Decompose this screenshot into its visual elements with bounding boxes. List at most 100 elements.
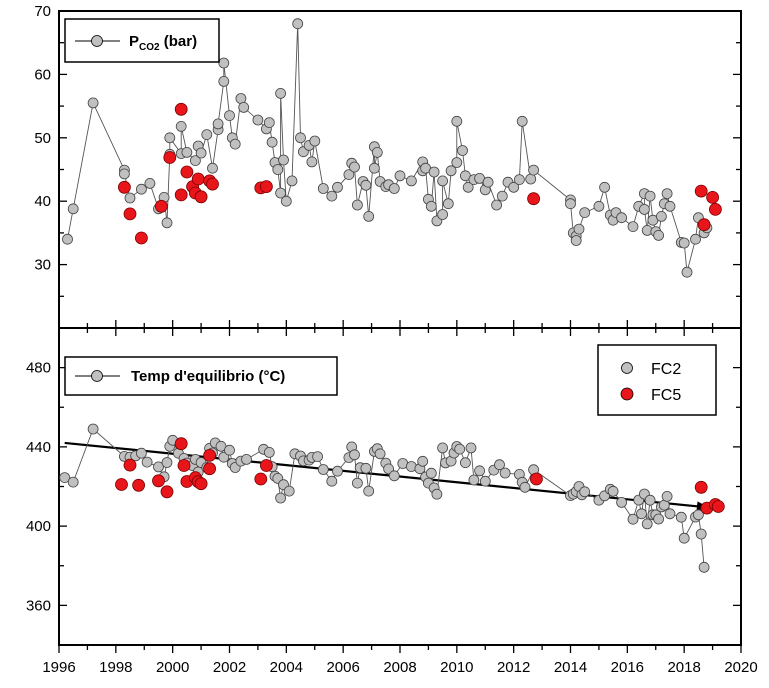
bottom-fc2-point bbox=[161, 457, 173, 468]
bottom-fc2-point bbox=[437, 442, 449, 454]
bottom-fc2-point bbox=[241, 453, 252, 465]
bottom-fc2-point bbox=[67, 476, 79, 488]
bottom-legend: Temp d'equilibrio (°C) bbox=[64, 356, 338, 396]
top-fc5-point bbox=[134, 231, 148, 245]
top-fc2-point bbox=[428, 166, 440, 178]
x-tick-label: 2002 bbox=[213, 659, 246, 676]
bottom-fc5-point bbox=[123, 458, 137, 472]
x-tick-label: 2020 bbox=[724, 659, 757, 676]
bottom-fc5-point bbox=[254, 472, 268, 486]
top-fc2-point bbox=[371, 146, 383, 158]
bottom-fc2-point bbox=[431, 488, 443, 500]
top-fc2-point bbox=[195, 147, 207, 159]
top-fc5-point bbox=[191, 172, 205, 186]
top-fc2-point bbox=[349, 161, 360, 173]
top-fc2-point bbox=[616, 212, 627, 224]
top-fc2-point bbox=[653, 229, 664, 241]
bottom-fc2-point bbox=[351, 477, 363, 489]
top-fc2-point bbox=[508, 181, 520, 193]
bottom-fc2-point bbox=[459, 457, 471, 469]
bottom-fc2-point bbox=[695, 528, 707, 540]
top-fc2-point bbox=[278, 154, 289, 166]
bottom-fc2-point bbox=[664, 508, 676, 520]
top-fc2-point bbox=[388, 183, 400, 194]
top-fc2-point bbox=[87, 97, 99, 109]
top-fc2-point bbox=[482, 176, 494, 188]
bottom-fc2-point bbox=[383, 463, 395, 475]
bottom-y-tick-label: 440 bbox=[26, 439, 51, 456]
top-fc2-point bbox=[599, 181, 610, 193]
top-fc2-point bbox=[266, 136, 278, 148]
top-fc2-point bbox=[525, 173, 537, 185]
top-fc2-point bbox=[235, 93, 247, 104]
bottom-fc5-point bbox=[174, 437, 188, 451]
bottom-fc2-point bbox=[283, 485, 295, 497]
x-tick-label: 2008 bbox=[383, 659, 416, 676]
bottom-fc2-point bbox=[59, 472, 71, 484]
series-legend-marker-fc5 bbox=[620, 387, 634, 401]
top-fc2-point bbox=[238, 102, 250, 113]
bottom-fc2-point bbox=[363, 485, 375, 497]
top-fc2-point bbox=[425, 200, 437, 212]
bottom-fc2-point bbox=[141, 456, 153, 468]
top-fc2-point bbox=[405, 175, 417, 187]
top-fc2-point bbox=[593, 200, 605, 212]
top-fc2-point bbox=[218, 76, 230, 87]
top-fc2-point bbox=[442, 198, 454, 210]
top-fc2-point bbox=[351, 199, 363, 211]
top-fc2-point bbox=[309, 135, 321, 147]
top-fc2-point bbox=[514, 174, 525, 186]
bottom-fc2-point bbox=[675, 511, 687, 523]
top-fc5-point bbox=[697, 218, 711, 232]
top-fc2-point bbox=[229, 138, 241, 150]
top-fc2-point bbox=[437, 209, 449, 220]
bottom-fc2-point bbox=[218, 451, 230, 463]
top-legend: PCO2 (bar) bbox=[64, 18, 220, 63]
bottom-fc2-point bbox=[454, 443, 466, 455]
bottom-fc5-point bbox=[177, 459, 191, 472]
top-fc5-point bbox=[709, 202, 722, 216]
top-fc5-point bbox=[206, 177, 219, 191]
top-fc2-point bbox=[181, 146, 193, 158]
top-y-tick-label: 50 bbox=[34, 130, 51, 147]
top-fc2-point bbox=[119, 168, 130, 180]
bottom-fc2-point bbox=[579, 486, 591, 498]
bottom-fc2-point bbox=[317, 464, 329, 475]
x-tick-label: 2014 bbox=[554, 659, 587, 676]
top-fc5-point bbox=[259, 180, 273, 194]
bottom-fc2-point bbox=[641, 518, 653, 530]
bottom-fc5-point bbox=[132, 478, 146, 492]
top-fc2-point bbox=[332, 181, 343, 193]
top-fc2-point bbox=[275, 187, 287, 199]
bottom-fc2-point bbox=[263, 446, 275, 458]
top-fc2-point bbox=[201, 129, 213, 141]
bottom-fc5-point bbox=[259, 459, 273, 472]
bottom-legend-marker bbox=[91, 370, 103, 382]
bottom-fc2-point bbox=[499, 467, 511, 479]
top-fc2-point bbox=[62, 233, 73, 245]
bottom-fc2-point bbox=[388, 470, 400, 482]
top-fc2-point bbox=[462, 181, 474, 193]
bottom-fc2-point bbox=[275, 492, 287, 504]
bottom-fc2-point bbox=[87, 423, 99, 435]
top-fc2-point bbox=[317, 183, 329, 194]
x-tick-label: 1998 bbox=[99, 659, 132, 676]
bottom-fc5-point bbox=[160, 485, 174, 499]
top-fc2-point bbox=[451, 157, 463, 168]
top-fc2-point bbox=[207, 162, 218, 174]
top-fc2-point bbox=[326, 190, 338, 202]
axes-group: 70 60 50 40 30 480 440 400 360 1996 1998 2000 2002 20… bbox=[26, 3, 758, 676]
top-fc2-point bbox=[445, 165, 457, 177]
bottom-fc2-point bbox=[636, 508, 647, 520]
bottom-fc2-point bbox=[417, 455, 429, 467]
series-legend-marker-fc2 bbox=[621, 362, 633, 374]
bottom-fc2-point bbox=[135, 447, 147, 459]
bottom-fc5-point bbox=[194, 477, 208, 491]
bottom-fc2-point bbox=[153, 461, 164, 473]
top-fc2-point bbox=[306, 156, 318, 168]
top-fc5-point bbox=[174, 102, 188, 116]
top-fc2-point bbox=[570, 235, 582, 246]
bottom-fc2-point bbox=[326, 475, 338, 487]
top-y-tick-label: 60 bbox=[34, 66, 51, 83]
bottom-plot-area bbox=[59, 423, 725, 573]
